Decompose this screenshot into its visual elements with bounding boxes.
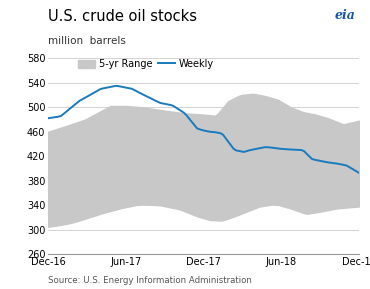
Legend: 5-yr Range, Weekly: 5-yr Range, Weekly: [78, 59, 214, 69]
Text: eia: eia: [334, 9, 355, 22]
Text: Source: U.S. Energy Information Administration: Source: U.S. Energy Information Administ…: [48, 276, 252, 285]
Text: million  barrels: million barrels: [48, 36, 126, 46]
Text: U.S. crude oil stocks: U.S. crude oil stocks: [48, 9, 197, 24]
